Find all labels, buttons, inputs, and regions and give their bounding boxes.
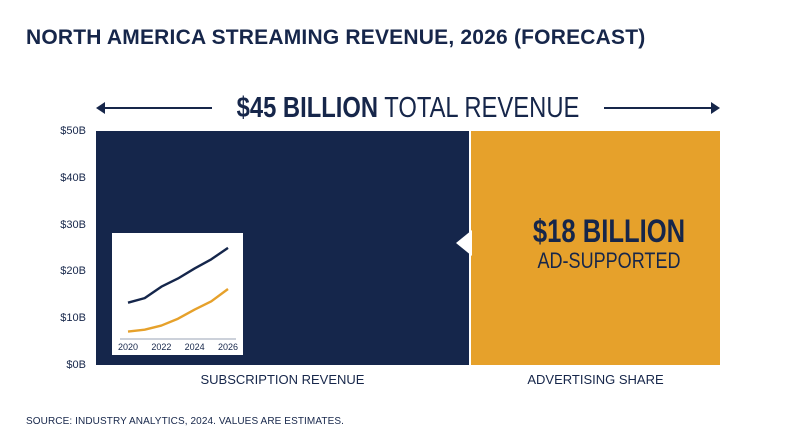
right-arrow-icon — [711, 102, 720, 114]
inset-series-line-1 — [127, 288, 229, 333]
ad-callout: $18 BILLION AD-SUPPORTED — [498, 214, 720, 274]
category-label-advertising: ADVERTISING SHARE — [527, 372, 664, 387]
source-note: SOURCE: INDUSTRY ANALYTICS, 2024. VALUES… — [26, 416, 345, 427]
left-arrow-line — [102, 107, 212, 109]
inset-x-tick-label: 2026 — [218, 342, 238, 352]
inset-line-chart-svg: 2020 2022 2024 2026 — [118, 246, 238, 352]
y-tick-label: $40B — [60, 171, 86, 184]
total-revenue-banner: $45 BILLION TOTAL REVENUE — [96, 88, 720, 128]
ad-amount: $18 BILLION — [532, 213, 686, 249]
left-arrow-icon — [96, 102, 105, 114]
ad-label: AD-SUPPORTED — [537, 248, 681, 273]
inset-series-line-0 — [127, 246, 229, 304]
y-tick-label: $0B — [66, 359, 86, 371]
y-tick-label: $20B — [60, 265, 86, 278]
total-revenue-text: $45 BILLION TOTAL REVENUE — [152, 88, 664, 128]
inset-x-tick-label: 2020 — [118, 342, 138, 352]
total-revenue-label: TOTAL REVENUE — [384, 92, 580, 124]
total-revenue-amount: $45 BILLION — [236, 92, 379, 124]
y-tick-label: $30B — [60, 218, 86, 231]
bar-advertising-share — [471, 131, 720, 365]
y-axis: $0B $10B $20B $30B $40B $50B — [0, 0, 96, 447]
inset-line-chart: 2020 2022 2024 2026 — [112, 233, 243, 355]
y-tick-label: $10B — [60, 312, 86, 325]
callout-pointer — [456, 230, 472, 256]
inset-x-tick-label: 2024 — [185, 342, 205, 352]
inset-x-tick-label: 2022 — [151, 342, 171, 352]
category-label-subscription: SUBSCRIPTION REVENUE — [200, 372, 365, 387]
y-tick-label: $50B — [60, 125, 86, 137]
right-arrow-line — [604, 107, 714, 109]
chart-title: NORTH AMERICA STREAMING REVENUE, 2026 (F… — [26, 26, 646, 49]
